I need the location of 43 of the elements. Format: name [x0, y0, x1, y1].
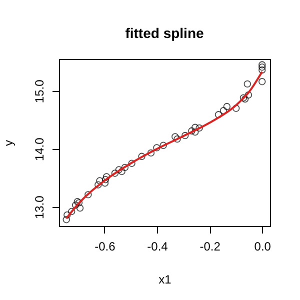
point	[196, 124, 203, 132]
point	[182, 132, 189, 140]
point	[244, 91, 252, 99]
point	[258, 61, 266, 68]
point	[62, 216, 70, 224]
point	[111, 170, 119, 177]
x-tick-label: 0.0	[254, 240, 272, 254]
point	[147, 149, 155, 157]
point	[188, 127, 196, 135]
chart-title: fitted spline	[125, 25, 204, 41]
point	[118, 168, 126, 176]
y-tick-label: 13.0	[32, 195, 46, 220]
x-tick-label: -0.2	[200, 240, 221, 254]
point	[115, 166, 123, 174]
x-tick-label: -0.4	[147, 240, 168, 254]
point	[153, 144, 160, 152]
point	[192, 128, 199, 136]
point	[258, 66, 266, 74]
point	[138, 152, 146, 160]
point	[72, 202, 80, 209]
y-axis-title: y	[2, 140, 16, 146]
point	[68, 208, 76, 216]
point	[76, 204, 84, 212]
y-tick-label: 14.0	[32, 137, 46, 162]
point	[244, 80, 252, 88]
y-tick-label: 15.0	[32, 79, 46, 104]
point	[101, 179, 109, 187]
point	[94, 181, 102, 188]
point	[102, 176, 110, 184]
point	[84, 191, 92, 198]
point	[258, 78, 266, 86]
point	[174, 135, 181, 143]
x-tick-label: -0.6	[94, 240, 116, 254]
point	[128, 160, 136, 167]
point	[121, 164, 129, 172]
point	[223, 102, 231, 110]
point	[258, 64, 266, 71]
point	[160, 142, 167, 150]
line-series	[65, 70, 264, 220]
point	[64, 211, 71, 219]
point	[232, 104, 240, 112]
point	[102, 173, 110, 180]
x-axis-title: x1	[158, 272, 172, 286]
